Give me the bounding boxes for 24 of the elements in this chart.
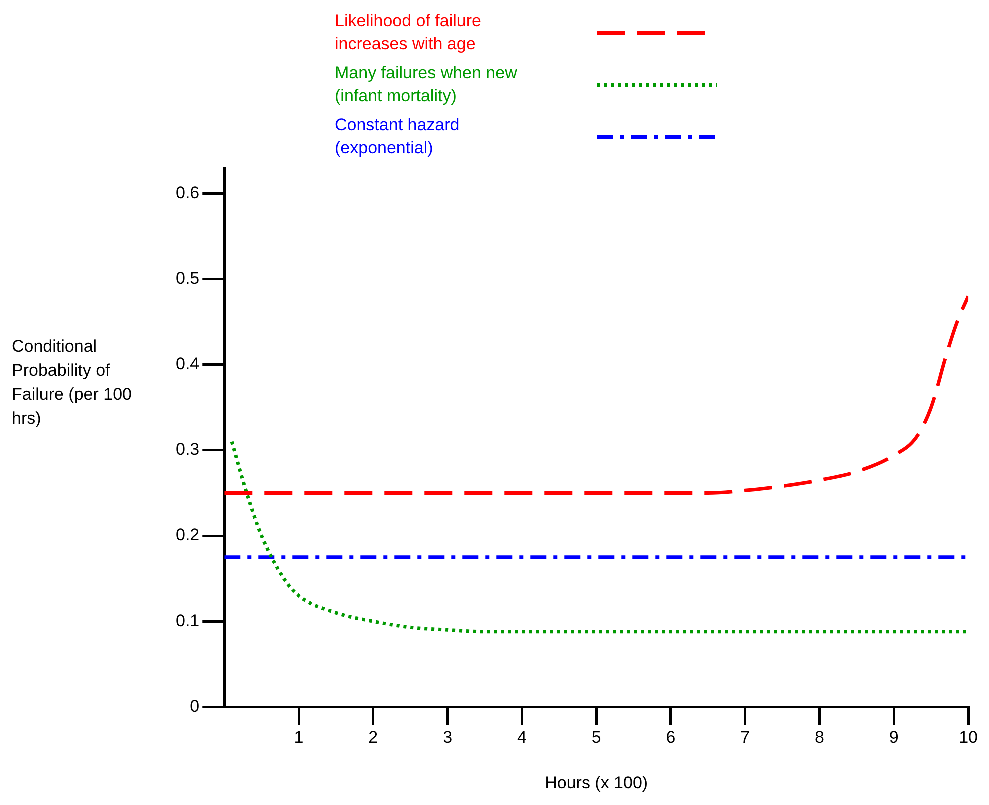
text: Many failures when new (infant mortality)	[335, 64, 518, 106]
line-series	[230, 440, 969, 634]
text: Likelihood of failure increases with age	[335, 12, 482, 54]
y-tick-label: 0.1	[176, 611, 200, 630]
x-tick-label: 1	[294, 728, 304, 748]
y-axis-title: Conditional Probability of Failure (per 100 hrs)	[12, 336, 134, 430]
y-tick-label: 0.6	[176, 183, 200, 202]
line-series	[224, 294, 969, 495]
x-tick-label: 10	[959, 728, 978, 748]
x-tick-label: 3	[443, 728, 453, 748]
x-axis-title: Hours (x 100)	[545, 773, 648, 792]
y-tick-label: 0	[190, 696, 200, 716]
x-tick-label: 8	[815, 728, 824, 748]
x-tick-label: 9	[889, 728, 899, 748]
x-tick-label: 7	[740, 728, 750, 748]
y-tick-label: 0.2	[176, 526, 200, 545]
y-tick-label: 0.5	[176, 268, 200, 288]
x-tick-label: 2	[368, 728, 378, 748]
y-tick-label: 0.4	[176, 354, 200, 374]
x-tick-label: 6	[666, 728, 676, 748]
text: Constant hazard (exponential)	[335, 116, 460, 158]
y-tick-label: 0.3	[176, 440, 200, 460]
x-tick-label: 5	[592, 728, 602, 748]
x-tick-label: 4	[517, 728, 527, 748]
